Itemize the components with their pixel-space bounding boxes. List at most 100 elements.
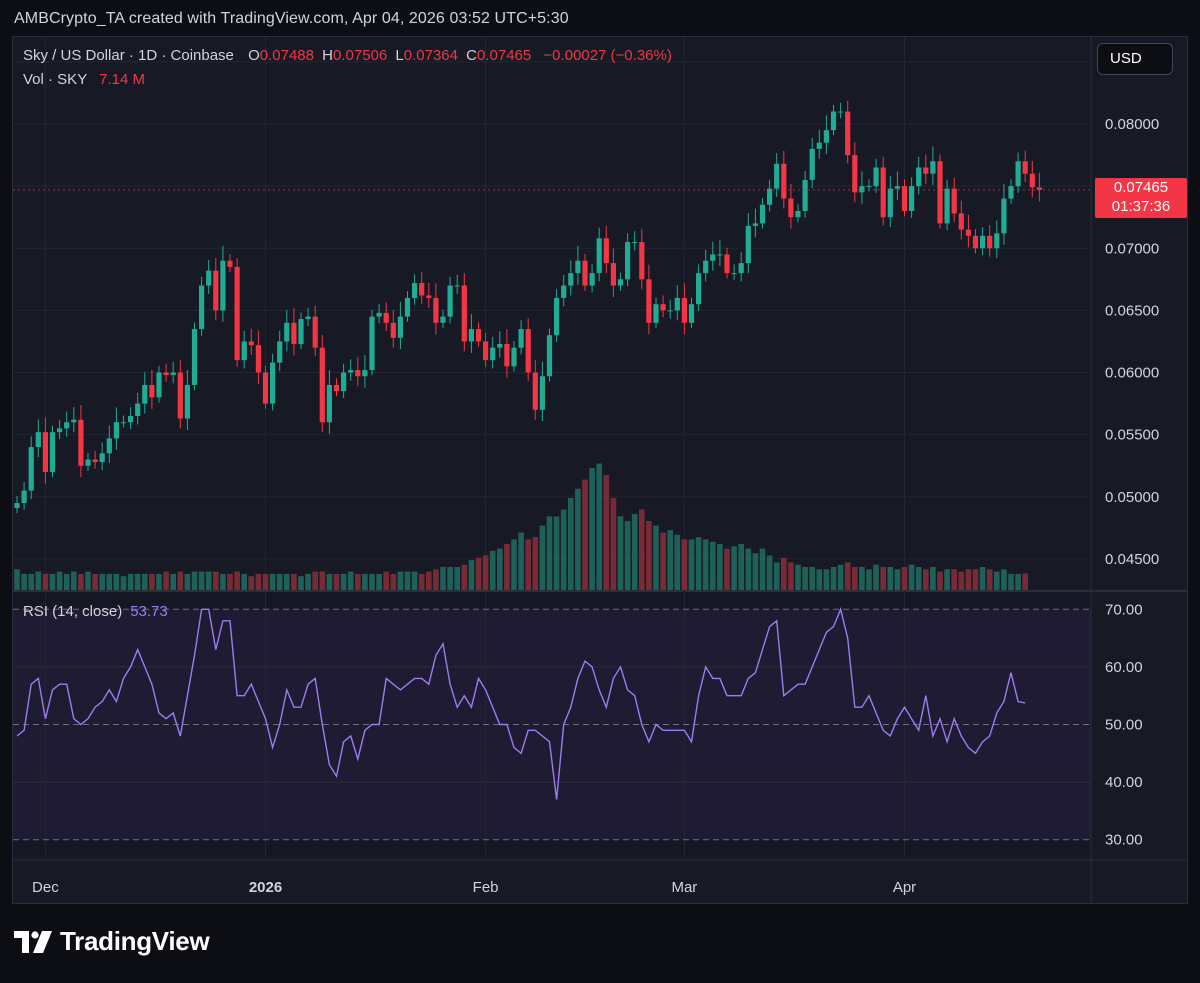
- volume-bar: [1015, 573, 1021, 590]
- currency-button[interactable]: USD: [1097, 43, 1173, 75]
- candle-body: [156, 372, 162, 398]
- tradingview-logo[interactable]: TradingView: [14, 926, 210, 957]
- candle-body: [795, 210, 801, 218]
- chart-panel[interactable]: 0.085000.080000.075000.070000.065000.060…: [12, 36, 1188, 904]
- candle-body: [163, 372, 169, 376]
- candle-body: [944, 188, 950, 224]
- volume-bar: [49, 573, 56, 590]
- candle-body: [262, 372, 269, 404]
- volume-bar: [63, 573, 70, 590]
- candle-body: [92, 459, 98, 463]
- volume-bar: [546, 516, 553, 590]
- volume-bar: [269, 573, 276, 590]
- candle-body: [845, 111, 851, 156]
- candle-body: [57, 428, 63, 433]
- rsi-tick-label: 50.00: [1105, 717, 1143, 734]
- time-tick-label: 2026: [249, 879, 282, 896]
- volume-bar: [596, 463, 602, 590]
- volume-bar: [149, 573, 155, 590]
- volume-bar: [42, 573, 49, 590]
- candle-body: [1022, 161, 1028, 174]
- volume-bar: [930, 567, 936, 590]
- volume-bar: [504, 544, 510, 590]
- candle-layer: [13, 100, 1091, 514]
- volume-bar: [28, 573, 34, 590]
- volume-bar: [759, 548, 766, 590]
- candle-body: [525, 329, 531, 373]
- volume-bar: [475, 557, 482, 590]
- candle-body: [951, 188, 957, 214]
- low-value: 0.07364: [403, 47, 458, 64]
- last-price: 0.07465: [1113, 178, 1169, 196]
- volume-bar: [795, 564, 801, 590]
- volume-bar: [781, 557, 787, 590]
- volume-bar: [816, 569, 823, 590]
- volume-bar: [362, 573, 368, 590]
- volume-bar: [702, 539, 709, 590]
- candle-body: [71, 419, 77, 423]
- volume-bar: [298, 576, 304, 590]
- volume-bar: [923, 569, 929, 590]
- candle-body: [468, 329, 474, 342]
- volume-bar: [177, 571, 184, 590]
- candle-body: [639, 242, 645, 280]
- candle-body: [298, 319, 304, 344]
- rsi-band: [13, 609, 1091, 840]
- volume-bar: [262, 573, 269, 590]
- candle-body: [426, 295, 432, 298]
- open-label: O: [248, 47, 260, 64]
- volume-bar: [589, 468, 595, 590]
- candle-body: [49, 432, 56, 472]
- volume-label[interactable]: Vol · SKY: [23, 71, 87, 88]
- volume-bar: [908, 564, 915, 590]
- candle-body: [369, 316, 375, 371]
- volume-bar: [106, 573, 113, 590]
- candle-body: [696, 273, 702, 305]
- candle-body: [972, 235, 979, 249]
- candle-body: [987, 235, 993, 249]
- candle-body: [1015, 161, 1021, 187]
- volume-bar: [788, 562, 794, 590]
- candle-body: [681, 297, 687, 323]
- volume-bar: [397, 571, 404, 590]
- volume-bar: [205, 571, 212, 590]
- candle-body: [511, 347, 517, 367]
- symbol-name[interactable]: Sky / US Dollar · 1D · Coinbase: [23, 47, 234, 64]
- volume-bar: [695, 537, 702, 590]
- candle-body: [724, 254, 730, 274]
- chart-canvas[interactable]: 0.085000.080000.075000.070000.065000.060…: [13, 37, 1188, 904]
- volume-bar: [1008, 573, 1014, 590]
- candle-body: [667, 310, 673, 312]
- volume-bar: [191, 571, 198, 590]
- candle-body: [149, 384, 155, 398]
- candle-body: [781, 163, 787, 199]
- volume-bar: [681, 539, 688, 590]
- volume-bar: [468, 560, 475, 590]
- volume-bar: [134, 573, 141, 590]
- price-tick-label: 0.04500: [1105, 551, 1159, 568]
- volume-bar: [390, 573, 397, 590]
- candle-body: [980, 235, 986, 249]
- volume-bar: [291, 573, 297, 590]
- volume-bar: [71, 571, 77, 590]
- volume-bar: [674, 534, 681, 590]
- candle-body: [660, 304, 666, 311]
- candle-body: [255, 345, 261, 373]
- candle-body: [923, 167, 929, 174]
- volume-bar: [688, 539, 695, 590]
- volume-bar: [376, 573, 382, 590]
- candle-body: [341, 372, 347, 392]
- volume-bar: [575, 488, 581, 590]
- volume-bar: [440, 567, 446, 590]
- candle-body: [99, 453, 105, 463]
- candle-body: [589, 273, 595, 286]
- candle-body: [248, 341, 254, 346]
- volume-bar: [859, 567, 865, 590]
- candle-body: [35, 432, 41, 448]
- candle-body: [305, 316, 311, 320]
- candle-body: [135, 403, 141, 417]
- rsi-label[interactable]: RSI (14, close): [23, 603, 123, 620]
- candle-body: [1008, 186, 1014, 199]
- candle-body: [213, 270, 219, 311]
- candle-body: [625, 242, 631, 280]
